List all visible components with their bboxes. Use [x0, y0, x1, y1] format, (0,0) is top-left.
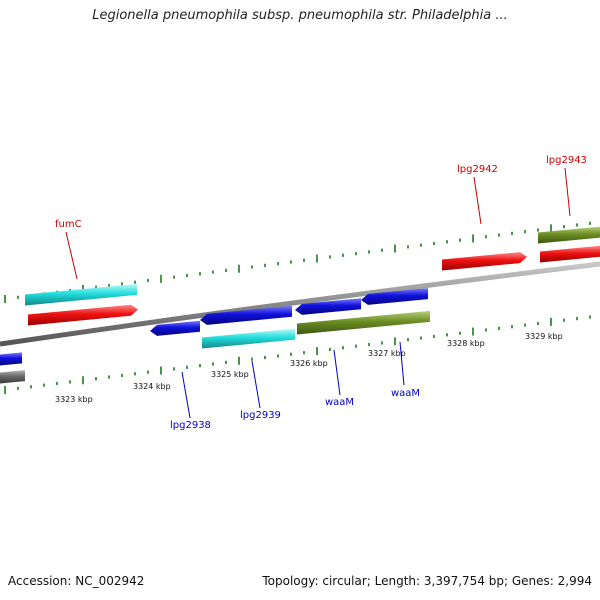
gene-feature-waaM[interactable] [361, 288, 428, 305]
gene-feature-lpg2943[interactable] [538, 226, 600, 244]
gene-feature[interactable] [540, 245, 600, 263]
accession-text: Accession: NC_002942 [8, 574, 145, 588]
gene-feature-lpg2938[interactable] [150, 320, 200, 336]
map-title: Legionella pneumophila subsp. pneumophil… [92, 8, 508, 23]
gene-feature[interactable] [0, 370, 25, 384]
gene-features [0, 226, 600, 384]
label-pointer [251, 360, 261, 409]
label-pointers [65, 167, 571, 419]
scale-tick-label: 3326 kbp [290, 359, 328, 368]
scale-tick-label: 3328 kbp [447, 339, 485, 348]
gene-label-lpg2942[interactable]: lpg2942 [457, 164, 498, 175]
gene-feature[interactable] [28, 304, 138, 326]
label-pointer [399, 341, 405, 386]
scale-tick-label: 3323 kbp [55, 395, 93, 404]
gene-label-waaM[interactable]: waaM [325, 397, 354, 408]
tick-row-inner [4, 315, 591, 394]
gene-feature-lpg2939[interactable] [202, 328, 295, 349]
gene-feature[interactable] [200, 305, 292, 325]
genome-summary-text: Topology: circular; Length: 3,397,754 bp… [262, 574, 592, 588]
label-pointer [473, 176, 482, 225]
label-pointer [333, 349, 341, 396]
gene-feature-waaM[interactable] [295, 298, 361, 315]
label-pointer [564, 167, 571, 217]
label-pointer [65, 231, 78, 280]
scale-labels: 3323 kbp 3324 kbp 3325 kbp 3326 kbp 3327 kbp… [55, 332, 563, 404]
gene-feature[interactable] [0, 352, 22, 366]
scale-tick-label: 3324 kbp [133, 382, 171, 391]
gene-label-lpg2938[interactable]: lpg2938 [170, 420, 211, 431]
gene-label-fumC[interactable]: fumC [55, 219, 82, 230]
gene-feature[interactable] [297, 310, 430, 335]
gene-label-lpg2939[interactable]: lpg2939 [240, 410, 281, 421]
gene-label-waaM[interactable]: waaM [391, 388, 420, 399]
scale-tick-label: 3325 kbp [211, 370, 249, 379]
scale-tick-label: 3327 kbp [368, 349, 406, 358]
gene-labels: fumC lpg2942 lpg2943 lpg2938 lpg2939 waaM waaM [55, 155, 587, 431]
label-pointer [181, 371, 191, 419]
scale-tick-label: 3329 kbp [525, 332, 563, 341]
gene-feature-lpg2942[interactable] [442, 252, 527, 271]
gene-feature-fumC[interactable] [25, 283, 137, 306]
genome-backbone [0, 261, 600, 347]
gene-label-lpg2943[interactable]: lpg2943 [546, 155, 587, 166]
